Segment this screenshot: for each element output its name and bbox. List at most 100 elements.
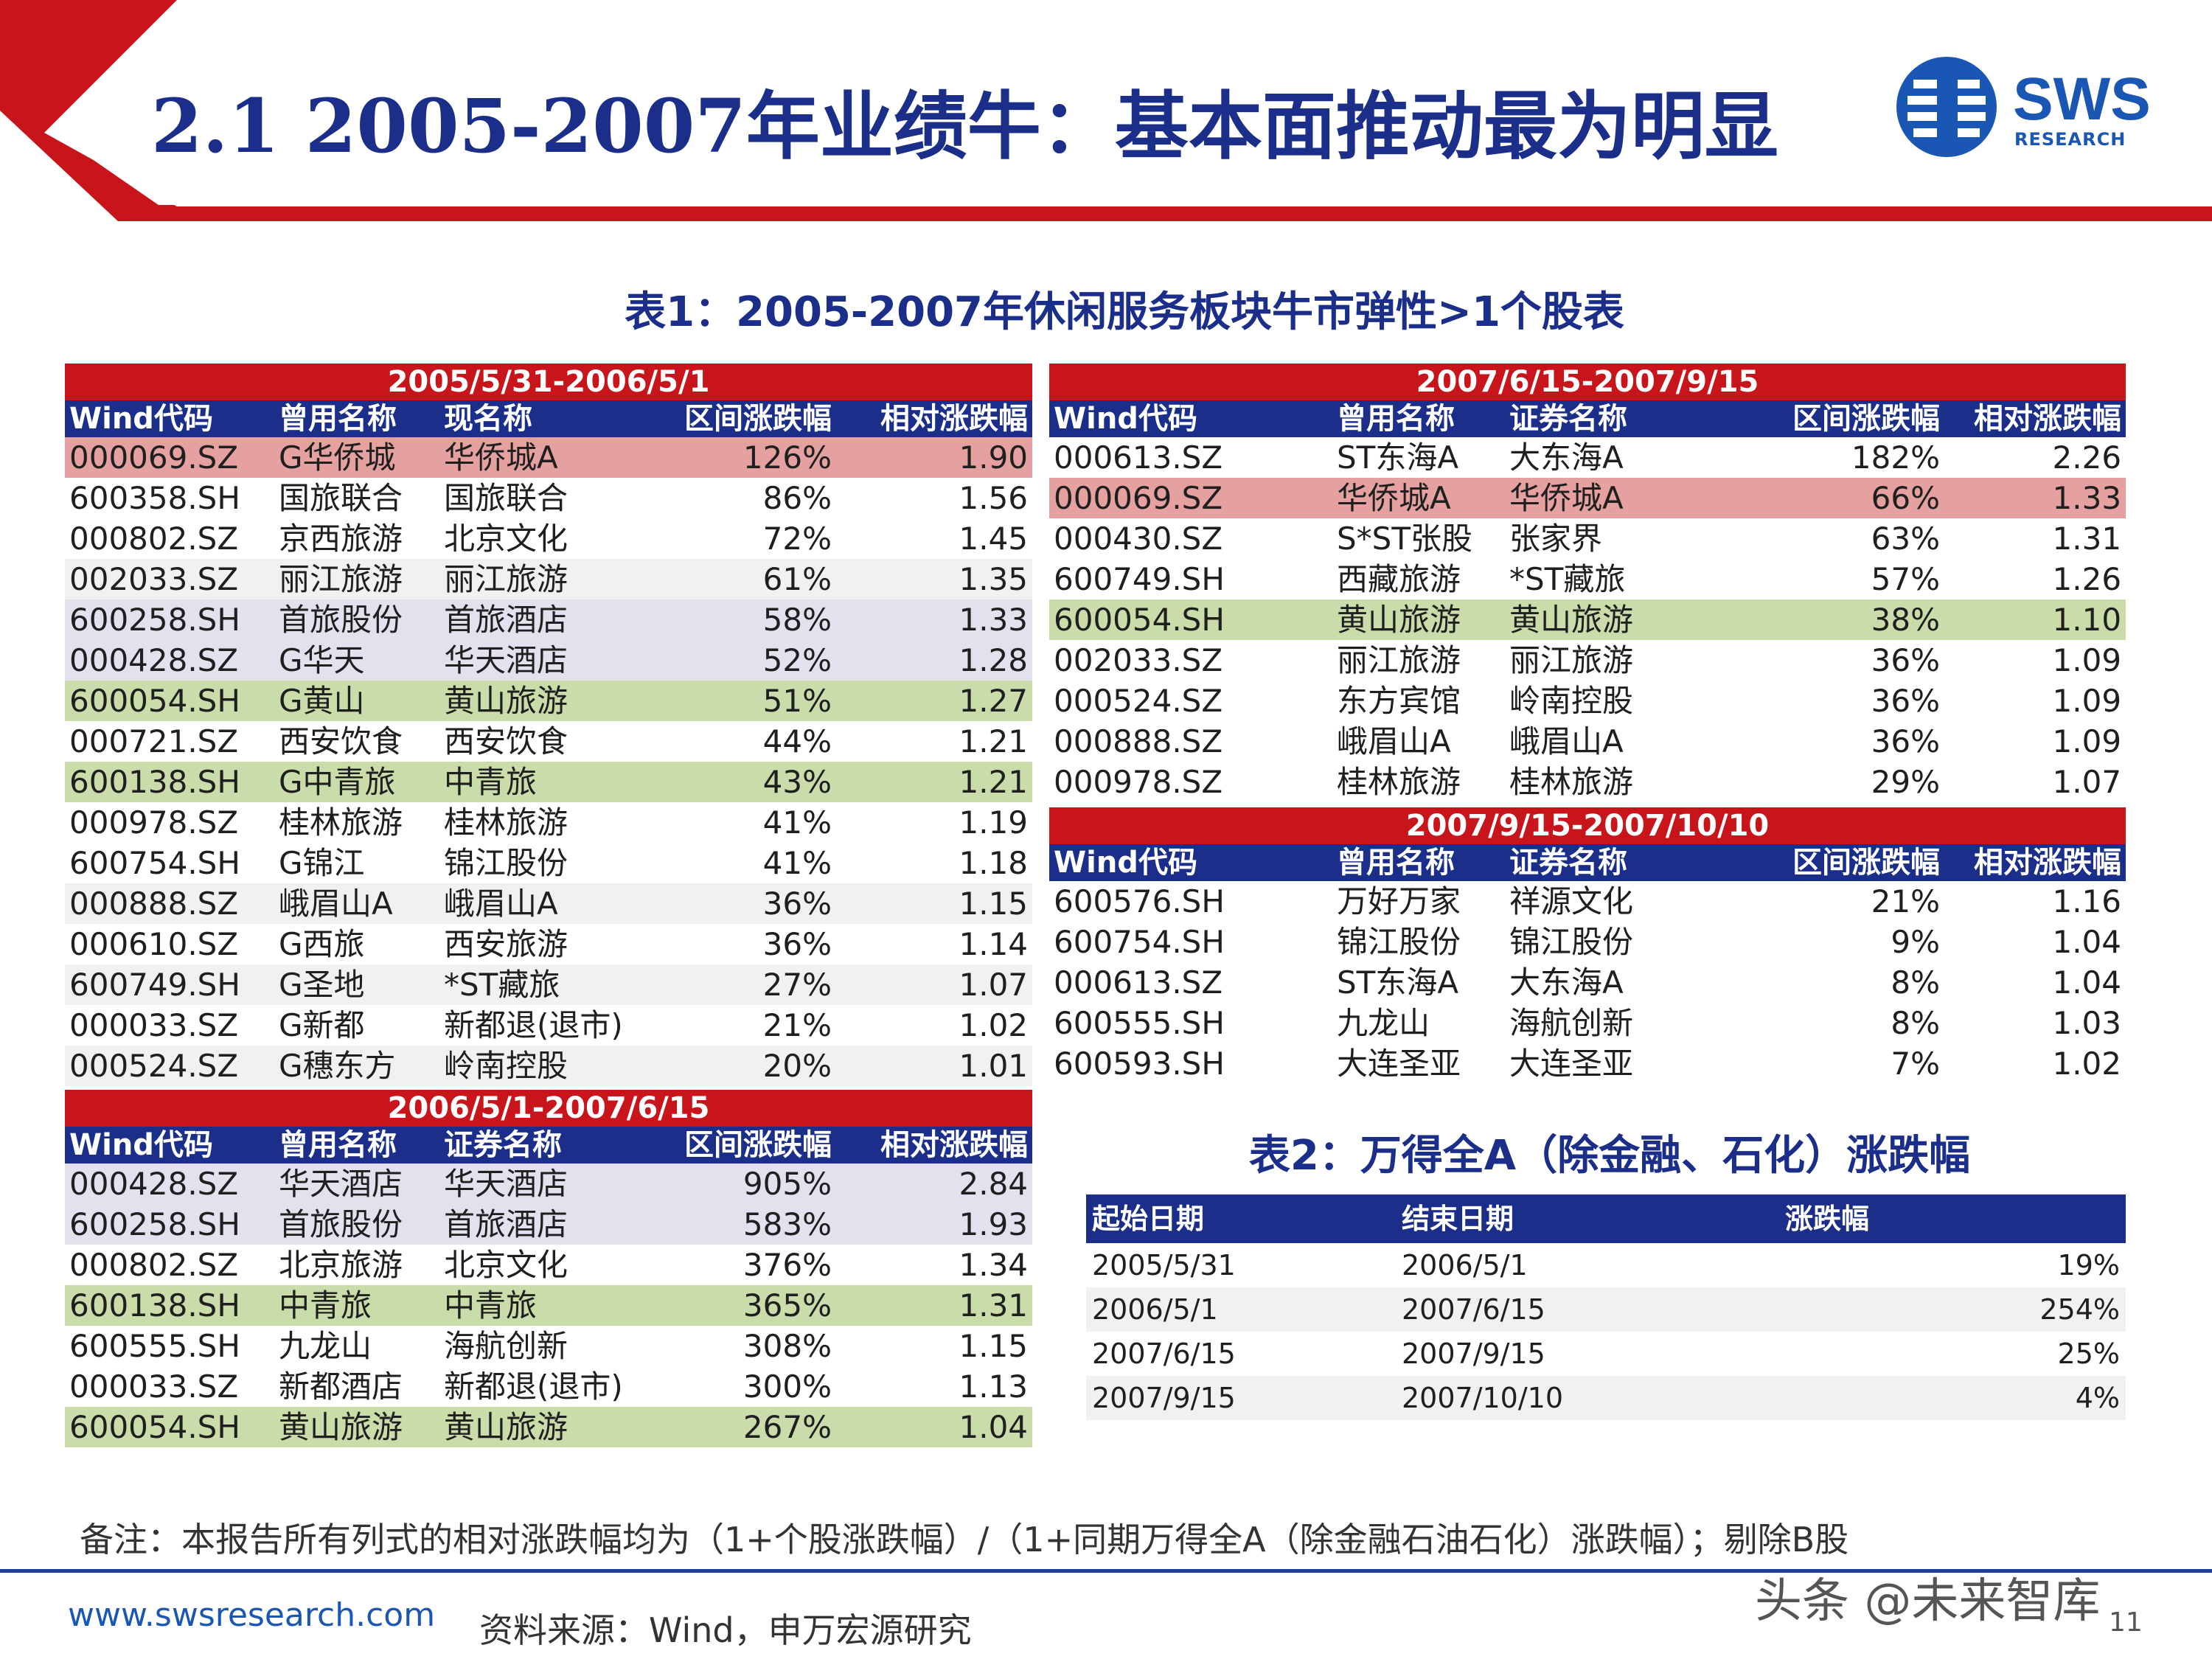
table-row: 2007/6/15 2007/9/15 25%: [1086, 1332, 2126, 1376]
start-date-cell: 2007/9/15: [1092, 1382, 1236, 1414]
table-row: 000888.SZ 峨眉山A 峨眉山A 36% 1.15: [65, 883, 1033, 924]
wind-code-cell: 000721.SZ: [69, 723, 239, 759]
wind-code-cell: 000613.SZ: [1054, 439, 1223, 476]
period-change-cell: 36%: [1871, 683, 1940, 719]
start-date-cell: 2006/5/1: [1092, 1293, 1218, 1326]
former-name-cell: 九龙山: [279, 1328, 372, 1364]
end-date-cell: 2007/6/15: [1402, 1293, 1545, 1326]
security-name-cell: 张家界: [1509, 521, 1603, 557]
table-row: 000610.SZ G西旅 西安旅游 36% 1.14: [65, 924, 1032, 964]
period-table-2007-sep-oct: 2007/9/15-2007/10/10 Wind代码 曾用名称 证券名称 区间涨跌幅相…: [1049, 807, 2126, 1084]
relative-change-cell: 1.31: [836, 1285, 1033, 1326]
relative-change-cell: 1.03: [2052, 1005, 2121, 1041]
period-header-row: 2007/6/15-2007/9/15: [1049, 364, 2126, 400]
period-change-cell: 44%: [762, 723, 832, 759]
relative-change-cell: 1.07: [2052, 764, 2122, 800]
security-name-cell: 华侨城A: [439, 437, 637, 478]
wind-code-cell: 600054.SH: [65, 681, 274, 721]
period-change-cell: 9%: [1891, 924, 1940, 960]
security-name-cell: *ST藏旅: [439, 964, 637, 1005]
table-row: 600358.SH 国旅联合 国旅联合 86% 1.56: [65, 478, 1032, 518]
website-link[interactable]: www.swsresearch.com: [68, 1596, 436, 1634]
relative-change-cell: 1.28: [836, 640, 1033, 681]
security-name-cell: 黄山旅游: [1505, 599, 1732, 640]
wind-code-cell: 600754.SH: [1054, 924, 1225, 960]
former-name-cell: 首旅股份: [274, 599, 439, 640]
table-row: 000069.SZ G华侨城 华侨城A 126% 1.90: [65, 437, 1033, 478]
column-header: 起始日期: [1086, 1194, 1396, 1243]
end-date-cell: 2007/10/10: [1402, 1382, 1564, 1414]
table-row: 600054.SH G黄山 黄山旅游 51% 1.27: [65, 681, 1033, 721]
table-row: 600555.SH 九龙山 海航创新 8% 1.03: [1049, 1003, 2126, 1043]
security-name-cell: 黄山旅游: [439, 681, 637, 721]
security-name-cell: 桂林旅游: [1509, 764, 1634, 800]
table-row: 2005/5/31 2006/5/1 19%: [1086, 1243, 2126, 1287]
security-name-cell: 西安旅游: [444, 926, 568, 962]
security-name-cell: 华侨城A: [1505, 478, 1732, 518]
security-name-cell: 锦江股份: [444, 845, 568, 881]
page-title: 2.1 2005-2007年业绩牛：基本面推动最为明显: [151, 83, 1778, 170]
change-cell: 4%: [2075, 1382, 2120, 1414]
period-change-cell: 72%: [762, 521, 832, 557]
end-date-cell: 2006/5/1: [1402, 1249, 1528, 1281]
column-header: 曾用名称: [274, 400, 439, 437]
table-row: 600593.SH 大连圣亚 大连圣亚 7% 1.02: [1049, 1043, 2126, 1084]
security-name-cell: 华天酒店: [439, 1164, 637, 1204]
table-row: 600749.SH G圣地 *ST藏旅 27% 1.07: [65, 964, 1033, 1005]
relative-change-cell: 1.10: [1944, 599, 2126, 640]
table-row: 000428.SZ 华天酒店 华天酒店 905% 2.84: [65, 1164, 1033, 1204]
former-name-cell: G西旅: [279, 926, 365, 962]
security-name-cell: 丽江旅游: [439, 559, 637, 599]
column-header: 相对涨跌幅: [836, 400, 1033, 437]
table-row: 600576.SH 万好万家 祥源文化 21% 1.16: [1049, 881, 2126, 922]
wind-code-cell: 000430.SZ: [1054, 521, 1223, 557]
wind-code-cell: 000033.SZ: [69, 1368, 239, 1405]
wind-index-table: 起始日期 结束日期 涨跌幅 2005/5/31 2006/5/1 19% 2006/5/1 2…: [1086, 1194, 2126, 1420]
security-name-cell: 新都退(退市): [444, 1368, 623, 1405]
change-cell: 25%: [2057, 1338, 2120, 1370]
period-change-cell: 41%: [762, 804, 832, 841]
period-change-cell: 36%: [762, 926, 832, 962]
wind-code-cell: 002033.SZ: [1054, 642, 1223, 678]
period-change-cell: 57%: [1871, 561, 1940, 597]
former-name-cell: ST东海A: [1337, 964, 1459, 1001]
security-name-cell: 华天酒店: [439, 640, 637, 681]
wind-code-cell: 000613.SZ: [1054, 964, 1223, 1001]
period-change-cell: 66%: [1732, 478, 1944, 518]
period-table-2006-2007: 2006/5/1-2007/6/15 Wind代码 曾用名称 证券名称 区间涨跌幅 相对涨…: [65, 1090, 1033, 1447]
security-name-cell: 首旅酒店: [439, 1204, 637, 1245]
security-name-cell: 丽江旅游: [1509, 642, 1634, 678]
period-change-cell: 300%: [742, 1368, 832, 1405]
former-name-cell: G华侨城: [274, 437, 439, 478]
table-row: 000524.SZ G穗东方 岭南控股 20% 1.01: [65, 1046, 1033, 1086]
source-note: 资料来源：Wind，申万宏源研究: [479, 1610, 972, 1650]
security-name-cell: 岭南控股: [439, 1046, 637, 1086]
security-name-cell: 海航创新: [1509, 1005, 1634, 1041]
column-header: Wind代码: [65, 1127, 274, 1164]
relative-change-cell: 1.04: [836, 1407, 1033, 1447]
relative-change-cell: 1.07: [836, 964, 1033, 1005]
relative-change-cell: 1.45: [959, 521, 1029, 557]
column-header: 证券名称: [1505, 400, 1732, 437]
wind-code-cell: 600054.SH: [65, 1407, 274, 1447]
security-name-cell: 大东海A: [1509, 439, 1624, 476]
logo-subtext: RESEARCH: [2014, 129, 2126, 150]
former-name-cell: 东方宾馆: [1337, 683, 1461, 719]
relative-change-cell: 1.09: [2052, 642, 2122, 678]
column-header: 曾用名称: [274, 1127, 439, 1164]
period-label: 2007/6/15-2007/9/15: [1049, 364, 2126, 400]
column-header: 区间涨跌幅: [1732, 844, 1944, 881]
period-change-cell: 21%: [1871, 883, 1940, 919]
relative-change-cell: 2.26: [2052, 439, 2122, 476]
wind-code-cell: 600138.SH: [65, 762, 274, 802]
table-row: 000613.SZ ST东海A 大东海A 182% 2.26: [1049, 437, 2126, 478]
wind-code-cell: 000978.SZ: [1054, 764, 1223, 800]
former-name-cell: 国旅联合: [279, 480, 403, 516]
security-name-cell: 峨眉山A: [1509, 723, 1624, 759]
change-cell: 19%: [2057, 1249, 2120, 1281]
column-header-row: Wind代码 曾用名称 现名称 区间涨跌幅 相对涨跌幅: [65, 400, 1033, 437]
column-header: 区间涨跌幅: [637, 400, 836, 437]
period-label: 2005/5/31-2006/5/1: [65, 364, 1033, 400]
period-header-row: 2006/5/1-2007/6/15: [65, 1090, 1033, 1127]
period-change-cell: 308%: [742, 1328, 832, 1364]
